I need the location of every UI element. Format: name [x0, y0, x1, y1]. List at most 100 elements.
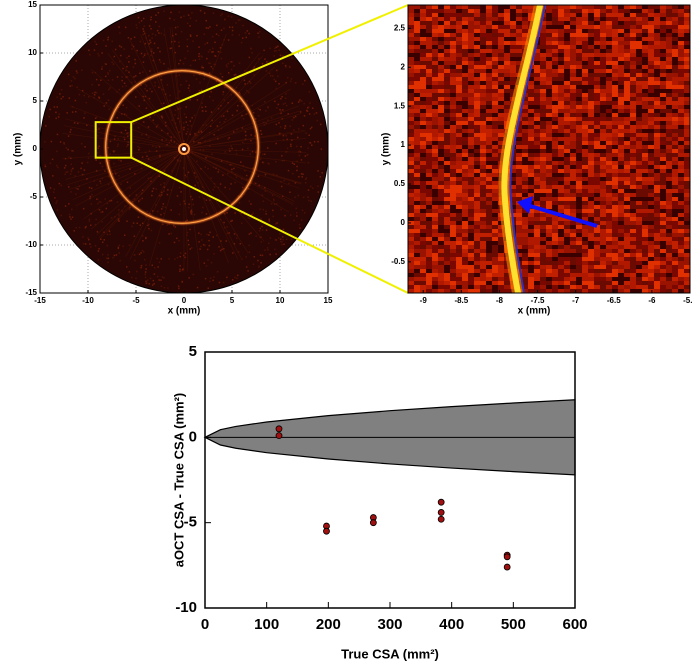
speckle	[474, 105, 480, 109]
speckle	[190, 35, 192, 37]
speckle	[462, 165, 468, 169]
speckle	[444, 133, 450, 137]
speckle	[480, 17, 486, 21]
speckle	[684, 181, 690, 185]
speckle	[636, 209, 642, 213]
speckle	[146, 282, 148, 284]
speckle	[558, 45, 564, 49]
speckle	[468, 153, 474, 157]
speckle	[126, 133, 128, 135]
speckle	[558, 281, 564, 285]
speckle	[654, 53, 660, 57]
speckle	[606, 169, 612, 173]
speckle	[684, 133, 690, 137]
speckle	[666, 145, 672, 149]
speckle	[558, 173, 564, 177]
speckle	[438, 29, 444, 33]
speckle	[99, 124, 101, 126]
speckle	[552, 189, 558, 193]
speckle	[600, 249, 606, 253]
speckle	[492, 13, 498, 17]
speckle	[636, 169, 642, 173]
speckle	[570, 121, 576, 125]
speckle	[304, 115, 306, 117]
speckle	[426, 53, 432, 57]
speckle	[654, 261, 660, 265]
speckle	[660, 53, 666, 57]
speckle	[630, 61, 636, 65]
speckle	[648, 109, 654, 113]
speckle	[534, 245, 540, 249]
speckle	[444, 117, 450, 121]
speckle	[98, 146, 100, 148]
speckle	[123, 48, 125, 50]
speckle	[450, 273, 456, 277]
speckle	[636, 193, 642, 197]
speckle	[528, 133, 534, 137]
speckle	[183, 122, 185, 124]
speckle	[288, 183, 290, 185]
speckle	[438, 85, 444, 89]
speckle	[49, 116, 51, 118]
speckle	[534, 273, 540, 277]
speckle	[558, 157, 564, 161]
speckle	[234, 212, 236, 214]
speckle	[414, 213, 420, 217]
speckle	[606, 261, 612, 265]
speckle	[438, 257, 444, 261]
speckle	[570, 141, 576, 145]
speckle	[528, 281, 534, 285]
speckle	[516, 57, 522, 61]
speckle	[648, 25, 654, 29]
speckle	[588, 281, 594, 285]
x-tick-label: -7.5	[531, 296, 545, 305]
speckle	[624, 185, 630, 189]
speckle	[96, 184, 98, 186]
speckle	[600, 17, 606, 21]
speckle	[480, 5, 486, 9]
speckle	[672, 97, 678, 101]
speckle	[624, 5, 630, 9]
speckle	[648, 185, 654, 189]
speckle	[474, 265, 480, 269]
speckle	[304, 80, 306, 82]
speckle	[636, 17, 642, 21]
speckle	[55, 202, 57, 204]
speckle	[684, 101, 690, 105]
speckle	[486, 193, 492, 197]
speckle	[480, 49, 486, 53]
speckle	[262, 154, 264, 156]
speckle	[660, 141, 666, 145]
speckle	[237, 105, 239, 107]
speckle	[678, 201, 684, 205]
speckle	[564, 101, 570, 105]
speckle	[606, 45, 612, 49]
speckle	[570, 33, 576, 37]
speckle	[672, 285, 678, 289]
speckle	[630, 177, 636, 181]
speckle	[227, 111, 229, 113]
speckle	[275, 253, 277, 255]
speckle	[450, 161, 456, 165]
speckle	[594, 229, 600, 233]
speckle	[534, 113, 540, 117]
speckle	[266, 70, 268, 72]
speckle	[100, 201, 102, 203]
speckle	[462, 141, 468, 145]
speckle	[124, 235, 126, 237]
speckle	[612, 217, 618, 221]
speckle	[564, 29, 570, 33]
speckle	[678, 277, 684, 281]
speckle	[420, 97, 426, 101]
speckle	[55, 118, 57, 120]
speckle	[125, 27, 127, 29]
speckle	[268, 163, 270, 165]
speckle	[648, 125, 654, 129]
speckle	[660, 145, 666, 149]
speckle	[224, 87, 226, 89]
speckle	[660, 25, 666, 29]
speckle	[188, 14, 190, 16]
speckle	[600, 201, 606, 205]
speckle	[88, 50, 90, 52]
speckle	[522, 25, 528, 29]
